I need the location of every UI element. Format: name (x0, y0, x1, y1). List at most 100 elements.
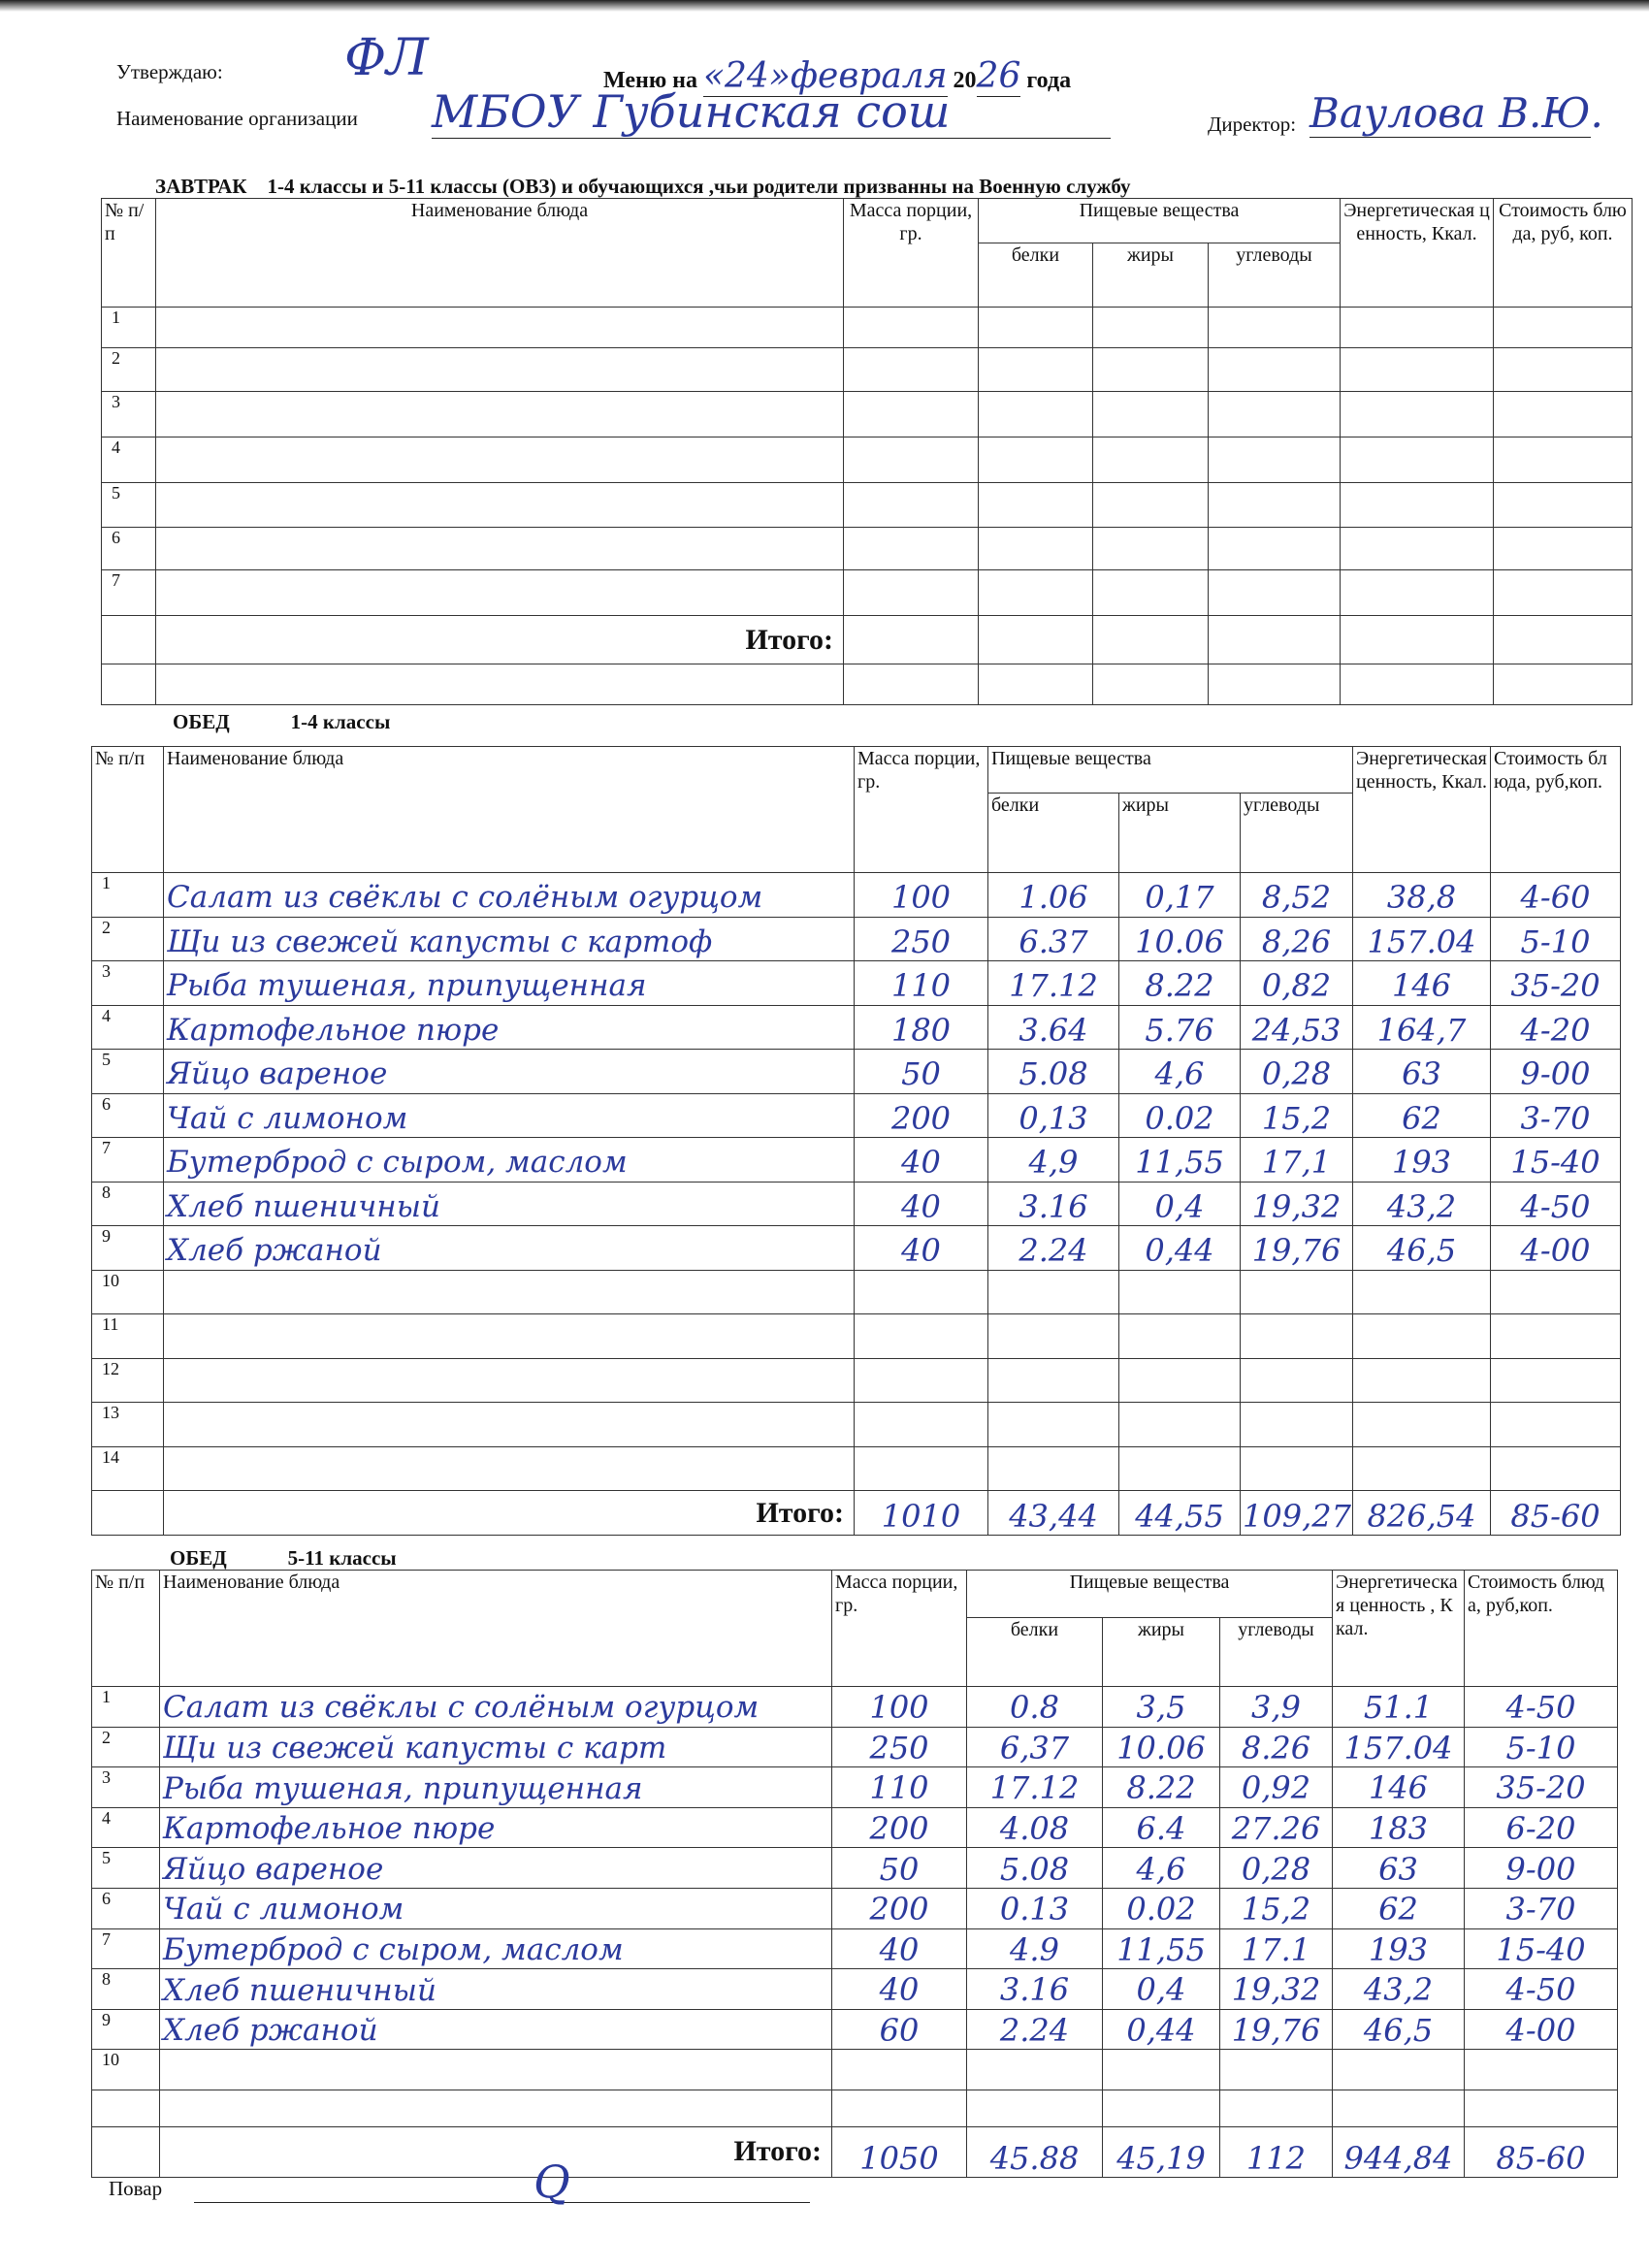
cell-fat: 11,55 (1118, 1137, 1241, 1183)
cell-cost: 4-50 (1464, 1968, 1618, 2010)
cell-cost: 4-50 (1490, 1181, 1621, 1226)
cell-cost (1464, 2089, 1618, 2127)
menu-label: Меню на (603, 68, 697, 93)
cell-energy: 193 (1332, 1928, 1465, 1970)
total-mass: 1050 (831, 2125, 967, 2178)
dish-name (155, 307, 844, 348)
cell-protein (987, 1269, 1119, 1314)
table-row: 3 Рыба тушеная, припущенная 110 17.12 8.22 0,… (91, 960, 1621, 1006)
cell-fat: 3,5 (1102, 1686, 1220, 1728)
approve-signature: ФЛ (344, 29, 429, 87)
cell-carbs (1208, 391, 1341, 437)
cell-fat (1092, 664, 1209, 705)
cell-protein: 3.64 (987, 1004, 1119, 1050)
col-cost: Стоимость блюда, руб,коп. (1490, 746, 1621, 873)
cell-mass: 100 (854, 872, 988, 918)
cell-carbs (1208, 482, 1341, 528)
cell-energy: 157.04 (1352, 916, 1491, 961)
col-protein: белки (978, 243, 1093, 308)
cell-energy (1352, 1269, 1491, 1314)
cell-fat: 0,4 (1118, 1181, 1241, 1226)
cell-fat: 0,4 (1102, 1968, 1220, 2010)
year-suffix: 26 (976, 56, 1021, 97)
cell-cost (1493, 391, 1633, 437)
dish-name: Щи из свежей капусты с картоф (163, 916, 855, 961)
cell-protein (978, 527, 1093, 570)
cell-protein (966, 2049, 1103, 2090)
cell-mass: 200 (831, 1806, 967, 1849)
cell-cost: 4-00 (1490, 1225, 1621, 1271)
cell-fat (1092, 347, 1209, 392)
cell-energy: 43,2 (1332, 1968, 1465, 2010)
dish-name: Рыба тушеная, припущенная (159, 1766, 832, 1808)
dish-name (155, 482, 844, 528)
total-carbs: 109,27 (1240, 1490, 1353, 1536)
cell-mass (843, 391, 979, 437)
cell-carbs: 0,28 (1219, 1847, 1333, 1889)
director-value: Вауловa В.Ю. (1310, 89, 1603, 138)
dish-name: Хлеб ржаной (159, 2008, 832, 2051)
row-number: 3 (91, 960, 164, 1006)
col-mass: Масса порции, гр. (831, 1570, 967, 1687)
total-carbs: 112 (1219, 2125, 1333, 2178)
dish-name (155, 391, 844, 437)
cell-carbs: 19,32 (1219, 1968, 1333, 2010)
total-energy: 826,54 (1352, 1490, 1491, 1536)
dish-name (155, 437, 844, 483)
total-energy (1340, 615, 1494, 664)
table-row: 1 (101, 307, 1633, 348)
col-fat: жиры (1118, 793, 1241, 873)
total-label: Итого: (155, 615, 844, 664)
cell-protein: 17.12 (987, 960, 1119, 1006)
cell-carbs (1208, 437, 1341, 483)
dish-name: Чай с лимоном (163, 1092, 855, 1138)
total-mass: 1010 (854, 1490, 988, 1536)
cell-cost: 5-10 (1490, 916, 1621, 961)
cell-mass: 40 (831, 1968, 967, 2010)
dish-name: Салат из свёклы с солёным огурцом (163, 872, 855, 918)
row-number: 7 (101, 569, 156, 616)
cell-energy: 38,8 (1352, 872, 1491, 918)
cell-protein (978, 347, 1093, 392)
cell-fat (1092, 391, 1209, 437)
cell-energy: 146 (1352, 960, 1491, 1006)
cell-cost (1490, 1402, 1621, 1447)
cell-cost: 4-00 (1464, 2008, 1618, 2051)
cell-cost (1464, 2049, 1618, 2090)
cell-mass: 40 (854, 1181, 988, 1226)
menu-month: февраля (790, 56, 948, 97)
table-row: 5 Яйцо вареное 50 5.08 4,6 0,28 63 9-00 (91, 1049, 1621, 1094)
dish-name (163, 1269, 855, 1314)
cell-protein: 3.16 (966, 1968, 1103, 2010)
cell-protein: 2.24 (966, 2008, 1103, 2051)
table-row: 6 (101, 527, 1633, 570)
row-number: 1 (91, 872, 164, 918)
cell-mass: 50 (854, 1049, 988, 1094)
table-row: 14 (91, 1445, 1621, 1491)
cell-energy (1352, 1445, 1491, 1491)
cook-signature: Q (534, 2155, 570, 2208)
cell-carbs (1208, 527, 1341, 570)
table-row: 2 Щи из свежей капусты с карт 250 6,37 10.06… (91, 1726, 1618, 1768)
cell-fat: 4,6 (1102, 1847, 1220, 1889)
dish-name: Хлеб ржаной (163, 1225, 855, 1271)
cell-energy (1332, 2049, 1465, 2090)
table-row: 9 Хлеб ржаной 40 2.24 0,44 19,76 46,5 4-00 (91, 1225, 1621, 1271)
cell-energy (1352, 1313, 1491, 1359)
cell-mass (843, 347, 979, 392)
row-number: 2 (101, 347, 156, 392)
cell-carbs: 17.1 (1219, 1928, 1333, 1970)
cell-protein: 4.08 (966, 1806, 1103, 1849)
table-row: 5 Яйцо вареное 50 5.08 4,6 0,28 63 9-00 (91, 1847, 1618, 1889)
cell-fat: 0,17 (1118, 872, 1241, 918)
cell-energy (1352, 1402, 1491, 1447)
cell-mass: 40 (831, 1928, 967, 1970)
total-label: Итого: (163, 1490, 855, 1536)
row-number: 14 (91, 1445, 164, 1491)
row-number: 8 (91, 1968, 160, 2010)
approve-label: Утверждаю: (116, 60, 223, 83)
table-row: 10 (91, 2049, 1618, 2090)
cell-protein: 5.08 (987, 1049, 1119, 1094)
col-protein: белки (966, 1617, 1103, 1687)
cell-carbs: 17,1 (1240, 1137, 1353, 1183)
